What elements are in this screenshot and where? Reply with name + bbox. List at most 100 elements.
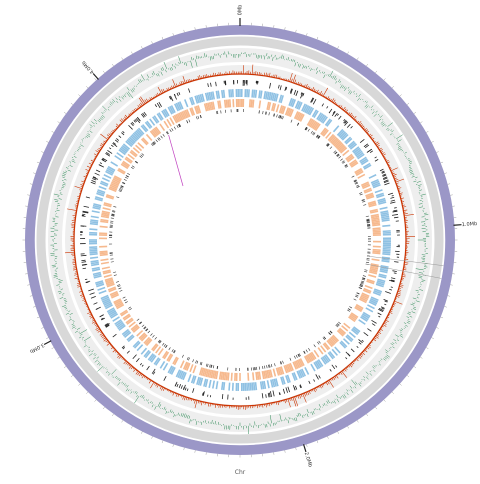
rna-mark xyxy=(262,393,263,398)
reverse-cds xyxy=(225,372,226,380)
inner-feature-mark xyxy=(141,155,143,157)
forward-cds xyxy=(382,254,390,255)
rna-mark xyxy=(107,150,112,153)
rna-mark xyxy=(378,316,380,317)
minor-tick xyxy=(37,162,39,163)
gc-skew-band xyxy=(55,55,425,425)
inner-feature-mark xyxy=(177,125,178,128)
rna-mark xyxy=(177,384,178,387)
minor-tick xyxy=(306,33,307,35)
inner-feature-mark xyxy=(169,347,171,350)
rna-mark xyxy=(360,139,364,142)
rna-mark xyxy=(208,83,209,87)
reverse-cds xyxy=(220,100,221,108)
inner-feature-mark xyxy=(296,355,297,358)
rna-mark xyxy=(179,92,180,95)
minor-tick xyxy=(64,112,66,113)
reverse-cds xyxy=(100,254,108,255)
minor-tick xyxy=(103,71,105,73)
rna-mark xyxy=(389,289,392,290)
minor-tick xyxy=(357,58,358,60)
rna-mark xyxy=(372,324,375,326)
rna-mark xyxy=(85,279,87,280)
inner-feature-mark xyxy=(363,205,366,206)
chromosome-label: Chr xyxy=(235,469,246,476)
minor-tick xyxy=(366,64,367,66)
minor-tick xyxy=(52,131,54,132)
minor-tick xyxy=(78,384,80,386)
minor-tick xyxy=(317,441,318,443)
minor-tick xyxy=(441,162,443,163)
rna-mark xyxy=(314,379,315,381)
reverse-cds xyxy=(228,373,229,381)
rna-mark xyxy=(105,153,109,156)
inner-feature-mark xyxy=(193,359,194,362)
forward-cds xyxy=(382,259,390,260)
rna-mark xyxy=(93,303,97,305)
rna-mark xyxy=(90,293,95,295)
rna-mark xyxy=(313,99,316,104)
inner-feature-mark xyxy=(269,365,270,368)
inner-feature-mark xyxy=(359,192,362,193)
rna-mark xyxy=(175,382,177,386)
minor-tick xyxy=(384,78,386,80)
reverse-cds xyxy=(100,251,108,252)
minor-tick xyxy=(162,441,163,443)
inner-feature-mark xyxy=(187,120,188,123)
minor-tick xyxy=(58,122,60,123)
inner-feature-mark xyxy=(161,136,163,138)
rna-mark xyxy=(288,387,290,392)
inner-feature-mark xyxy=(349,307,352,309)
minor-tick xyxy=(348,52,349,54)
rna-mark xyxy=(268,393,269,397)
minor-tick xyxy=(357,420,358,422)
rna-mark xyxy=(322,104,324,107)
inner-feature-mark xyxy=(279,115,280,118)
minor-tick xyxy=(33,173,35,174)
inner-feature-mark xyxy=(120,187,123,188)
inner-feature-mark xyxy=(198,116,199,119)
rna-mark xyxy=(337,114,338,116)
forward-cds xyxy=(224,382,225,390)
inner-feature-mark xyxy=(132,166,134,168)
rna-mark xyxy=(344,119,345,121)
reverse-cds xyxy=(230,99,231,107)
minor-tick xyxy=(30,296,32,297)
rna-mark xyxy=(370,151,373,153)
inner-feature-mark xyxy=(137,319,139,321)
inner-feature-mark xyxy=(330,147,332,149)
inner-feature-mark xyxy=(156,140,158,142)
minor-tick xyxy=(407,103,409,105)
rna-mark xyxy=(278,85,279,89)
reverse-cds xyxy=(193,365,196,373)
forward-cds xyxy=(90,224,98,225)
rna-mark xyxy=(127,351,130,354)
rna-mark xyxy=(129,125,133,129)
inner-feature-mark xyxy=(274,363,275,366)
forward-cds xyxy=(90,252,98,253)
minor-tick xyxy=(30,184,32,185)
scale-label: 4.0Mb xyxy=(81,59,96,75)
minor-tick xyxy=(414,366,416,367)
minor-tick xyxy=(426,348,428,349)
inner-feature-mark xyxy=(125,177,128,178)
rna-mark xyxy=(88,289,94,291)
inner-feature-mark xyxy=(142,153,144,155)
minor-tick xyxy=(195,27,196,29)
minor-tick xyxy=(306,444,307,446)
forward-cds xyxy=(89,229,97,230)
minor-tick xyxy=(392,392,394,394)
inner-feature-mark xyxy=(172,349,174,352)
inner-feature-mark xyxy=(364,271,367,272)
reverse-cds xyxy=(181,361,184,368)
rna-track xyxy=(80,80,400,400)
reverse-cds xyxy=(160,124,165,131)
rna-mark xyxy=(123,347,125,349)
rna-mark xyxy=(384,183,389,185)
minor-tick xyxy=(392,86,394,88)
reverse-cds xyxy=(373,228,381,229)
rna-mark xyxy=(113,334,117,337)
rna-mark xyxy=(95,173,100,175)
inner-feature-mark xyxy=(365,270,368,271)
rna-mark xyxy=(188,89,189,93)
